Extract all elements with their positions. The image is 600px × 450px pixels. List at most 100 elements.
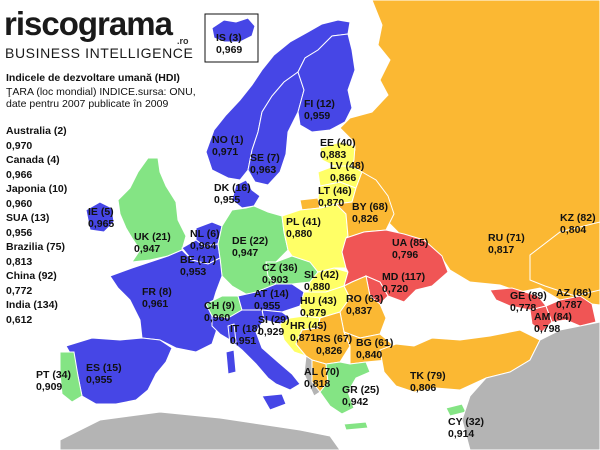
country-hdi: 0,960	[204, 312, 231, 324]
country-rank: CH (9)	[204, 300, 235, 312]
country-hdi: 0,971	[212, 146, 239, 158]
country-rank: PT (34)	[36, 369, 72, 381]
country-gr-crete	[343, 421, 369, 431]
country-az[interactable]	[545, 295, 597, 327]
land-middle-east	[461, 321, 600, 450]
country-hdi: 0,840	[356, 349, 383, 361]
sidebar-hdi: 0,960	[6, 197, 33, 210]
country-label-sl: SL (42) 0,880	[304, 269, 339, 293]
country-ie[interactable]	[85, 201, 115, 233]
country-hdi: 0,955	[214, 194, 241, 206]
country-rs[interactable]	[295, 311, 351, 365]
sidebar-country: China (92)	[6, 270, 57, 282]
country-ee[interactable]	[319, 141, 356, 167]
country-rank: SI (29)	[258, 314, 290, 326]
country-label-be: BE (17) 0,953	[180, 254, 216, 278]
country-hdi: 0,796	[392, 249, 419, 261]
country-fi[interactable]	[297, 33, 356, 133]
country-hdi: 0,778	[510, 302, 537, 314]
country-rank: RS (67)	[316, 333, 353, 345]
country-rank: LT (46)	[318, 185, 352, 197]
country-am[interactable]	[529, 305, 553, 333]
country-hdi: 0,837	[346, 305, 373, 317]
country-ua[interactable]	[341, 229, 449, 303]
country-label-by: BY (68) 0,826	[352, 201, 388, 225]
riscograma-logo[interactable]: riscograma .ro BUSINESS INTELLIGENCE	[4, 6, 204, 66]
country-hdi: 0,798	[534, 323, 561, 335]
country-label-de: DE (22) 0,947	[232, 235, 268, 259]
country-rank: TK (79)	[410, 370, 446, 382]
country-hdi: 0,817	[488, 244, 515, 256]
sidebar-country: Australia (2)	[6, 125, 67, 137]
country-hdi: 0,961	[142, 298, 169, 310]
sidebar-hdi: 0,956	[6, 226, 33, 239]
country-rank: MD (117)	[382, 271, 426, 283]
country-hdi: 0,866	[330, 172, 357, 184]
country-gr[interactable]	[319, 361, 371, 415]
country-rank: IE (5)	[88, 206, 114, 218]
country-rank: EE (40)	[320, 137, 356, 149]
logo-wordmark: riscograma	[4, 5, 173, 42]
country-hdi: 0,804	[560, 224, 587, 236]
country-fr-corsica	[227, 323, 237, 345]
country-pt[interactable]	[59, 351, 83, 403]
country-label-tk: TK (79) 0,806	[410, 370, 446, 394]
sidebar-country: India (134)	[6, 299, 58, 311]
country-hdi: 0,806	[410, 382, 437, 394]
country-label-ie: IE (5) 0,965	[88, 206, 114, 230]
land-north-africa	[59, 411, 341, 450]
country-hdi: 0,947	[134, 243, 161, 255]
country-label-se: SE (7) 0,963	[250, 152, 280, 176]
country-label-ee: EE (40) 0,883	[320, 137, 356, 161]
country-label-it: IT (18) 0,951	[230, 323, 261, 347]
country-label-bg: BG (61) 0,840	[356, 337, 393, 361]
country-label-pt: PT (34) 0,909	[36, 369, 71, 393]
country-label-lt: LT (46) 0,870	[318, 185, 352, 209]
country-hdi: 0,879	[300, 307, 327, 319]
country-rank: PL (41)	[286, 216, 321, 228]
country-kz[interactable]	[529, 221, 600, 297]
country-hdi: 0,720	[382, 283, 409, 295]
country-label-no: NO (1) 0,971	[212, 134, 244, 158]
country-label-at: AT (14) 0,955	[254, 288, 289, 312]
country-label-md: MD (117) 0,720	[382, 271, 425, 295]
country-hdi: 0,787	[556, 299, 583, 311]
country-hdi: 0,955	[254, 300, 281, 312]
non-european-list: Australia (2) 0,970 Canada (4) 0,966 Japonia…	[6, 124, 67, 327]
sidebar-hdi: 0,612	[6, 313, 33, 326]
country-label-fi: FI (12) 0,959	[304, 98, 335, 122]
sidebar-hdi: 0,813	[6, 255, 33, 268]
legend-description: ŢARA (loc mondial) INDICE.sursa: ONU, da…	[6, 86, 196, 110]
sidebar-country: Canada (4)	[6, 154, 60, 166]
country-hdi: 0,953	[180, 266, 207, 278]
country-rank: HR (45)	[290, 320, 327, 332]
country-uk[interactable]	[117, 157, 187, 263]
country-rank: KZ (82)	[560, 212, 596, 224]
country-rank: DE (22)	[232, 235, 269, 247]
country-hdi: 0,909	[36, 381, 63, 393]
country-rank: AM (84)	[534, 311, 572, 323]
logo-subtitle: BUSINESS INTELLIGENCE	[5, 45, 194, 61]
country-hdi: 0,871	[290, 332, 317, 344]
country-it-sardinia	[225, 349, 237, 375]
country-label-az: AZ (86) 0,787	[556, 287, 592, 311]
country-hdi: 0,826	[316, 345, 343, 357]
country-hdi: 0,951	[230, 335, 257, 347]
country-rank: AT (14)	[254, 288, 289, 300]
country-rank: AZ (86)	[556, 287, 592, 299]
country-is[interactable]	[211, 17, 256, 43]
country-hdi: 0,947	[232, 247, 259, 259]
country-label-si: SI (29) 0,929	[258, 314, 290, 338]
country-label-pl: PL (41) 0,880	[286, 216, 321, 240]
country-label-lv: LV (48) 0,866	[330, 160, 364, 184]
country-label-al: AL (70) 0,818	[304, 366, 339, 390]
country-rank: CY (32)	[448, 416, 484, 428]
country-rank: FR (8)	[142, 286, 172, 298]
country-dk[interactable]	[231, 179, 261, 209]
country-rank: SL (42)	[304, 269, 339, 281]
country-by[interactable]	[334, 171, 395, 239]
country-label-hr: HR (45) 0,871	[290, 320, 327, 344]
country-hdi: 0,914	[448, 428, 475, 440]
sidebar-country: Japonia (10)	[6, 183, 68, 195]
